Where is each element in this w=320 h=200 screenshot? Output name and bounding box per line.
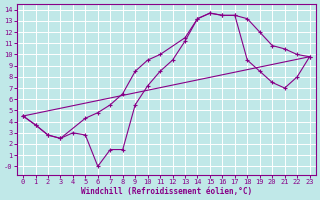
X-axis label: Windchill (Refroidissement éolien,°C): Windchill (Refroidissement éolien,°C) — [81, 187, 252, 196]
